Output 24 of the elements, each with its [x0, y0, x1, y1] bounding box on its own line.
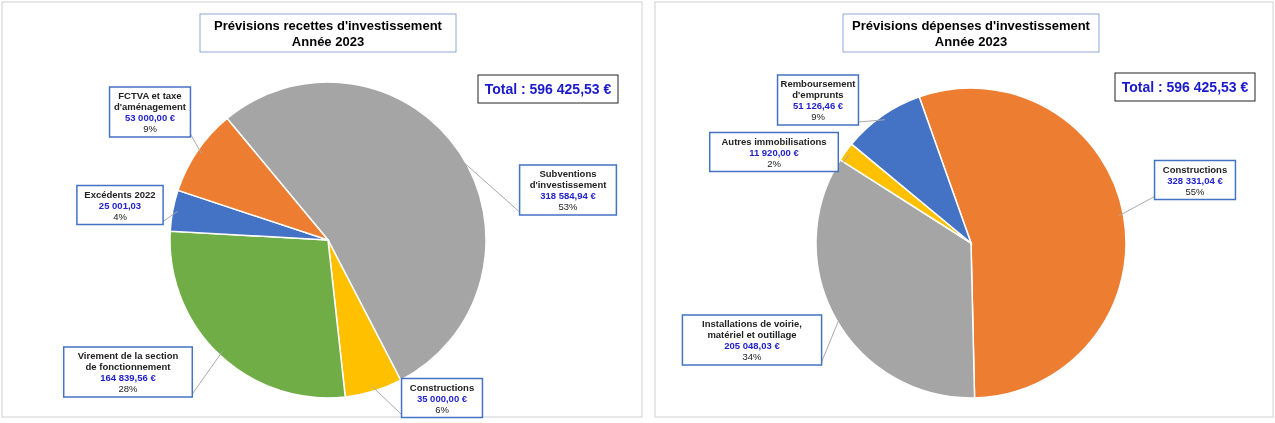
slice-label: Virement de la section de fonctionnement	[77, 350, 179, 372]
slice-label: Installations de voirie, matériel et outillage	[702, 318, 802, 340]
chart-title: Prévisions recettes d'investissement	[214, 18, 443, 33]
slice-label: FCTVA et taxe d'aménagement	[114, 90, 187, 112]
data-label: 205 048,03 € 34%	[724, 340, 781, 362]
slice-label: Constructions	[409, 381, 475, 393]
slice-label: Excédents 2022	[84, 188, 156, 200]
chart-title: Prévisions dépenses d'investissement	[852, 18, 1091, 33]
data-label: 318 584,94 € 53%	[540, 190, 597, 212]
data-label: 328 331,04 € 55%	[1167, 174, 1224, 197]
data-label: 25 001,03 4%	[98, 199, 142, 222]
text: Total : 596 425,53 €	[1121, 79, 1249, 95]
data-label: 164 839,56 € 28%	[100, 372, 157, 394]
data-label: 53 000,00 € 9%	[124, 112, 176, 134]
chart-subtitle: Année 2023	[291, 34, 365, 49]
text: Total : 596 425,53 €	[484, 81, 612, 97]
slice-label: Remboursement d'emprunts	[780, 78, 857, 100]
slice-label: Constructions	[1162, 163, 1228, 175]
chart-subtitle: Année 2023	[934, 34, 1008, 49]
data-label: 35 000,00 € 6%	[416, 392, 468, 415]
slice-label: Autres immobilisations	[721, 135, 827, 147]
slice-label: Subventions d'investissement	[529, 168, 608, 190]
data-label: 11 920,00 € 2%	[749, 146, 800, 169]
data-label: 51 126,46 € 9%	[792, 100, 844, 122]
